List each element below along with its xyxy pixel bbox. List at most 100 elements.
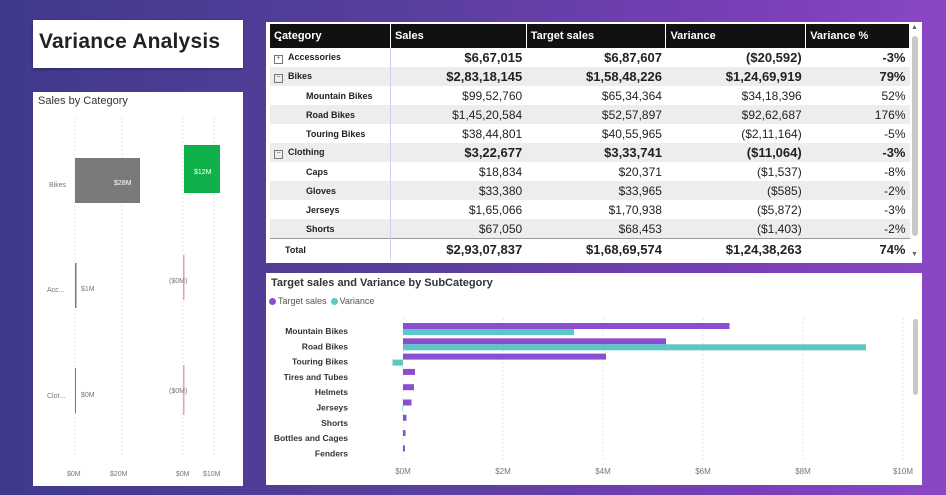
variance-bar[interactable]: [402, 405, 404, 412]
column-header-sales[interactable]: Sales: [390, 24, 527, 48]
sales-label-bikes: $28M: [114, 180, 132, 187]
category-label-bikes: Bikes: [49, 182, 67, 189]
cell-pct: -3%: [805, 143, 910, 162]
target-sales-bar[interactable]: [403, 338, 666, 345]
category-label: Touring Bikes: [292, 357, 348, 367]
matrix-child-row[interactable]: Road Bikes $1,45,20,584 $52,57,897 $92,62,6…: [270, 105, 910, 124]
target-sales-bar[interactable]: [403, 384, 414, 391]
variance-bar-clothing[interactable]: [183, 365, 185, 415]
category-label: Jerseys: [306, 204, 340, 215]
chart-scrollbar[interactable]: [913, 319, 918, 395]
variance-bar[interactable]: [403, 344, 866, 351]
matrix-child-row[interactable]: Gloves $33,380 $33,965 ($585) -2%: [270, 181, 910, 200]
subcategory-bar-chart: $0M $2M $4M $6M $8M $10M Mountain Bikes Road Bi…: [274, 318, 913, 476]
category-label: Bottles and Cages: [274, 433, 348, 443]
x-tick-label: $10M: [893, 467, 913, 476]
category-label: Bikes: [288, 70, 313, 81]
scroll-up-icon[interactable]: ▲: [911, 24, 918, 31]
cell-variance: ($1,403): [665, 219, 806, 239]
cell-category: Jerseys: [270, 200, 391, 219]
category-label: Touring Bikes: [306, 128, 366, 139]
category-label-clothing: Clot...: [47, 393, 65, 400]
matrix-total-row: Total $2,93,07,837 $1,68,69,574 $1,24,38,26…: [270, 238, 910, 260]
cell-category: Gloves: [270, 181, 391, 200]
x-tick-label: $0M: [395, 467, 411, 476]
variance-matrix-visual[interactable]: Category ▲ Sales Target sales Variance Va…: [266, 22, 922, 263]
target-sales-bar[interactable]: [403, 323, 730, 329]
cell-pct: -5%: [884, 126, 906, 141]
column-header-category[interactable]: Category ▲: [270, 24, 391, 48]
sales-axis-tick: $0M: [67, 471, 81, 478]
matrix-child-row[interactable]: Caps $18,834 $20,371 ($1,537) -8%: [270, 162, 910, 181]
scroll-down-icon[interactable]: ▼: [911, 251, 918, 258]
variance-bar[interactable]: [403, 329, 574, 335]
collapse-icon[interactable]: −: [274, 149, 283, 159]
title-card: Variance Analysis: [33, 20, 243, 68]
matrix-group-row[interactable]: − Bikes $2,83,18,145 $1,58,48,226 $1,24,69,9…: [270, 67, 910, 86]
cell-variance: $1,24,69,919: [665, 67, 806, 86]
cell-category: − Clothing: [270, 143, 391, 162]
column-header-target-sales[interactable]: Target sales: [526, 24, 667, 48]
sales-bar-clothing[interactable]: [75, 368, 76, 413]
variance-bar[interactable]: [392, 359, 404, 366]
matrix-scrollbar[interactable]: ▲ ▼: [911, 24, 919, 258]
sort-ascending-icon: ▲: [277, 37, 283, 43]
target-sales-bar[interactable]: [403, 430, 406, 437]
cell-category: Touring Bikes: [270, 124, 391, 143]
variance-label-clothing: ($0M): [169, 388, 187, 395]
category-label: Tires and Tubes: [284, 372, 349, 382]
sales-bar-accessories[interactable]: [75, 263, 77, 308]
collapse-icon[interactable]: −: [274, 73, 283, 83]
cell-target: $20,371: [618, 164, 662, 179]
matrix-scrollbar-thumb[interactable]: [912, 36, 918, 236]
target-sales-bar[interactable]: [403, 368, 415, 375]
sales-by-category-visual[interactable]: Sales by Category Bikes Acc... Clot... $…: [33, 92, 243, 486]
cell-pct: -8%: [884, 164, 906, 179]
cell-pct: -3%: [882, 50, 906, 65]
total-target: $1,68,69,574: [526, 238, 666, 260]
expand-icon[interactable]: +: [274, 54, 283, 64]
cell-target: $33,965: [526, 181, 666, 200]
cell-sales: $1,65,066: [468, 202, 523, 217]
column-header-variance[interactable]: Variance: [665, 24, 807, 48]
matrix-header-row: Category ▲ Sales Target sales Variance Va…: [270, 24, 910, 48]
cell-variance: $92,62,687: [665, 105, 806, 124]
cell-sales: $18,834: [478, 164, 523, 179]
matrix-group-row[interactable]: − Clothing $3,22,677 $3,33,741 ($11,064) -3%: [270, 143, 910, 162]
matrix-child-row[interactable]: Jerseys $1,65,066 $1,70,938 ($5,872) -3%: [270, 200, 910, 219]
cell-variance: $34,18,396: [741, 88, 802, 103]
target-sales-bar[interactable]: [403, 445, 405, 452]
cell-sales: $38,44,801: [462, 126, 523, 141]
category-label: Fenders: [315, 448, 348, 458]
category-label: Shorts: [321, 418, 348, 428]
matrix-child-row[interactable]: Touring Bikes $38,44,801 $40,55,965 ($2,11,…: [270, 124, 910, 143]
cell-sales: $67,050: [390, 219, 527, 239]
subcategory-chart-visual[interactable]: Target sales and Variance by SubCategory…: [266, 273, 922, 485]
sales-bar-bikes[interactable]: [75, 158, 140, 203]
target-sales-bar[interactable]: [403, 353, 606, 360]
target-sales-bar[interactable]: [403, 414, 407, 421]
cell-category: Caps: [270, 162, 391, 181]
x-tick-label: $2M: [495, 467, 511, 476]
variance-label-accessories: ($0M): [169, 278, 187, 285]
total-variance: $1,24,38,263: [665, 238, 806, 260]
column-header-variance-pct[interactable]: Variance %: [805, 24, 910, 48]
variance-bar-bikes[interactable]: [184, 145, 220, 193]
cell-variance: ($5,872): [757, 202, 802, 217]
matrix-child-row[interactable]: Mountain Bikes $99,52,760 $65,34,364 $34,18…: [270, 86, 910, 105]
total-pct: 74%: [805, 238, 910, 260]
category-label-accessories: Acc...: [47, 287, 65, 294]
sales-axis-tick: $20M: [110, 471, 128, 478]
category-label: Clothing: [288, 146, 325, 157]
variance-bar-accessories[interactable]: [183, 255, 185, 300]
variance-axis-tick: $10M: [203, 471, 221, 478]
matrix-group-row[interactable]: + Accessories $6,67,015 $6,87,607 ($20,592) -…: [270, 48, 910, 67]
cell-variance: ($1,537): [757, 164, 802, 179]
cell-target: $3,33,741: [526, 143, 666, 162]
legend-item-variance[interactable]: Variance: [330, 296, 374, 306]
variance-matrix-table: Category ▲ Sales Target sales Variance Va…: [270, 24, 910, 260]
cell-sales: $6,67,015: [464, 50, 523, 65]
target-sales-bar[interactable]: [403, 399, 412, 406]
matrix-child-row[interactable]: Shorts $67,050 $68,453 ($1,403) -2%: [270, 219, 910, 239]
legend-item-target-sales[interactable]: Target sales: [269, 296, 327, 306]
